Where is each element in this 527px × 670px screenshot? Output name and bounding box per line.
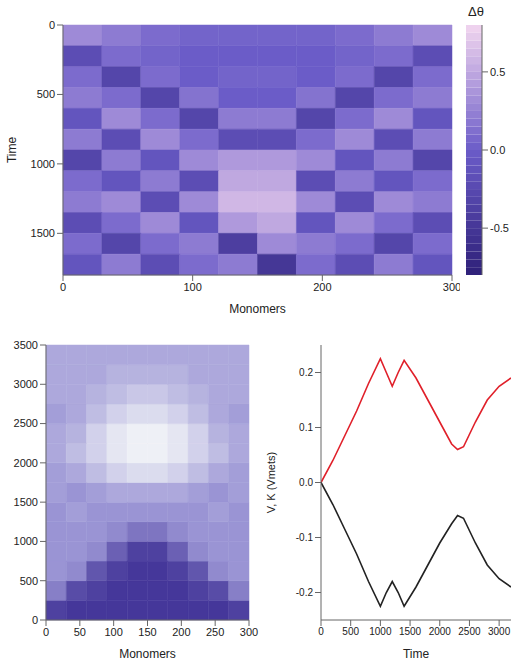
svg-text:2500: 2500 (458, 626, 481, 637)
svg-text:1000: 1000 (369, 626, 392, 637)
svg-text:0.2: 0.2 (299, 367, 313, 378)
svg-text:1000: 1000 (14, 535, 38, 547)
svg-text:Monomers: Monomers (229, 302, 286, 316)
svg-text:1500: 1500 (31, 227, 55, 239)
svg-text:2500: 2500 (14, 417, 38, 429)
svg-text:1000: 1000 (31, 158, 55, 170)
svg-text:1500: 1500 (14, 496, 38, 508)
svg-text:0.0: 0.0 (299, 477, 313, 488)
svg-text:100: 100 (183, 281, 201, 293)
svg-text:200: 200 (313, 281, 331, 293)
svg-text:0.0: 0.0 (490, 144, 505, 156)
svg-text:2000: 2000 (14, 457, 38, 469)
svg-text:50: 50 (74, 626, 86, 638)
svg-text:-0.2: -0.2 (296, 587, 314, 598)
svg-text:300: 300 (240, 626, 258, 638)
svg-text:Time: Time (5, 137, 19, 164)
svg-text:300: 300 (443, 281, 460, 293)
svg-text:Time: Time (403, 647, 430, 661)
svg-text:0: 0 (43, 626, 49, 638)
svg-text:-0.1: -0.1 (296, 532, 314, 543)
svg-text:100: 100 (104, 626, 122, 638)
svg-text:0: 0 (60, 281, 66, 293)
svg-text:500: 500 (37, 88, 55, 100)
svg-text:0: 0 (318, 626, 324, 637)
svg-text:500: 500 (20, 575, 38, 587)
svg-text:-0.5: -0.5 (490, 222, 509, 234)
svg-text:0.1: 0.1 (299, 422, 313, 433)
svg-text:0: 0 (49, 19, 55, 31)
svg-text:3500: 3500 (14, 339, 38, 351)
svg-text:3000: 3000 (14, 378, 38, 390)
svg-text:0.5: 0.5 (490, 66, 505, 78)
svg-text:250: 250 (206, 626, 224, 638)
svg-text:500: 500 (342, 626, 359, 637)
svg-text:V, K (Vmets): V, K (Vmets) (265, 452, 277, 513)
svg-text:200: 200 (172, 626, 190, 638)
svg-text:1500: 1500 (399, 626, 422, 637)
html-text:Δθ: Δθ (468, 4, 484, 19)
svg-text:0: 0 (32, 614, 38, 626)
svg-text:Monomers: Monomers (119, 647, 176, 661)
svg-text:150: 150 (138, 626, 156, 638)
svg-text:2000: 2000 (429, 626, 452, 637)
svg-text:3000: 3000 (488, 626, 511, 637)
